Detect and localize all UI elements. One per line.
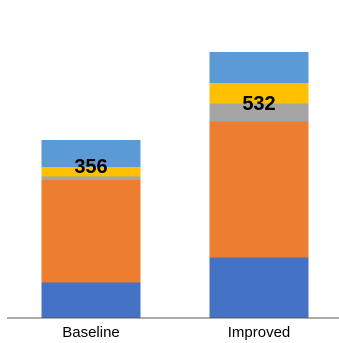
bar-segment-improved-1 bbox=[209, 257, 309, 318]
bar-segment-improved-2 bbox=[209, 121, 309, 258]
total-label-baseline: 356 bbox=[74, 156, 107, 178]
bar-segment-baseline-3 bbox=[41, 176, 141, 180]
total-label-improved: 532 bbox=[242, 93, 275, 115]
bar-stack-group bbox=[41, 52, 309, 318]
bar-segment-improved-3 bbox=[209, 103, 309, 122]
bar-segment-improved-5 bbox=[209, 52, 309, 83]
bar-segment-baseline-5 bbox=[41, 140, 141, 167]
bar-segment-baseline-4 bbox=[41, 167, 141, 177]
x-tick-label-baseline: Baseline bbox=[62, 324, 120, 341]
bar-segment-baseline-2 bbox=[41, 180, 141, 283]
bar-segment-baseline-1 bbox=[41, 282, 141, 318]
x-tick-label-improved: Improved bbox=[228, 324, 291, 341]
bar-segment-improved-4 bbox=[209, 83, 309, 104]
